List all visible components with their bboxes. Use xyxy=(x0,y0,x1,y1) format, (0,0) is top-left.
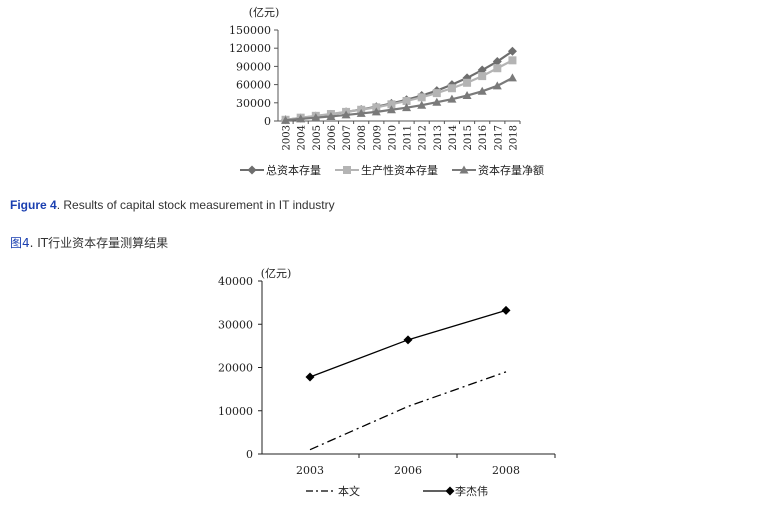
chart1-series-2-point xyxy=(356,108,366,117)
chart1-x-tick-label: 2013 xyxy=(433,125,444,150)
chart1-x-tick-label: 2007 xyxy=(342,125,353,150)
chart1-series-2-point xyxy=(326,111,336,120)
chart1-legend-0-label: 总资本存量 xyxy=(266,163,321,177)
chart1-series-2-point xyxy=(386,105,396,114)
figure-4-caption: Figure 4. Results of capital stock measu… xyxy=(10,198,335,212)
chart1-legend-2-label: 资本存量净额 xyxy=(478,163,544,177)
chart1-series-1-line xyxy=(285,59,513,121)
chart1-series-2-point xyxy=(402,103,412,112)
chart1-x-tick-label: 2006 xyxy=(327,125,338,150)
chart1-x-tick-label: 2008 xyxy=(357,125,368,150)
chart1-series-1-point xyxy=(402,96,411,105)
chart2-x-tick-label: 2003 xyxy=(296,464,324,477)
chart1-series-1-point xyxy=(387,100,396,109)
chart1-series-1-point xyxy=(493,64,502,73)
chart1-series-2-point xyxy=(417,100,427,109)
chart1-x-tick-label: 2004 xyxy=(297,125,308,150)
chart1-series-2-line xyxy=(285,76,513,122)
chart1-legend-1-marker xyxy=(343,166,351,174)
chart1-x-tick-label: 2017 xyxy=(493,125,504,150)
chart1-series-2-point xyxy=(371,107,381,116)
chart1-legend-0-marker xyxy=(247,165,257,175)
chart1-x-tick-label: 2012 xyxy=(418,125,429,150)
chart1-series-1-point xyxy=(478,72,487,81)
chart2-y-tick-label: 0 xyxy=(246,448,253,461)
chart1-x-tick-label: 2003 xyxy=(282,125,293,150)
chart1-series-2-point xyxy=(492,81,502,90)
chart2-legend-1-marker xyxy=(445,486,455,496)
chart1-x-tick-label: 2018 xyxy=(508,125,519,150)
chart1-series-2-point xyxy=(341,110,351,119)
chart2-y-tick-label: 30000 xyxy=(218,318,253,331)
chart1-series-0-point xyxy=(507,46,517,56)
chart1-series-2-point xyxy=(296,114,306,123)
chart1-y-axis-label: (亿元) xyxy=(249,6,280,19)
chart2-y-tick-label: 40000 xyxy=(218,275,253,288)
chart1-y-tick-label: 150000 xyxy=(229,24,271,37)
chart1-series-1-point xyxy=(417,93,426,102)
chart2-y-tick-label: 20000 xyxy=(218,362,253,375)
chart1-series-2-point xyxy=(447,94,457,103)
chart1-series-1-point xyxy=(372,103,381,112)
chart2-y-tick-label: 10000 xyxy=(218,405,253,418)
figure-4-label: Figure 4 xyxy=(10,198,57,212)
chart2-legend-0-label: 本文 xyxy=(338,484,360,498)
chart1-series-2-point xyxy=(462,91,472,100)
chart1-y-tick-label: 30000 xyxy=(236,97,271,110)
chart2-x-tick-label: 2008 xyxy=(492,464,520,477)
chart1-series-2-point xyxy=(432,97,442,106)
chart1-y-tick-label: 0 xyxy=(264,115,271,128)
chart1-x-tick-label: 2009 xyxy=(372,125,383,150)
chart1-x-tick-label: 2014 xyxy=(448,125,459,150)
chart1-y-tick-label: 60000 xyxy=(236,79,271,92)
chart1-series-2-point xyxy=(281,115,291,124)
chart1-y-tick-label: 120000 xyxy=(229,42,271,55)
chart1-series-2-point xyxy=(477,86,487,95)
chart1-legend-1-label: 生产性资本存量 xyxy=(361,163,438,177)
chart2-series-1-point xyxy=(403,335,413,345)
figure-4-label-cn: 图4 xyxy=(10,236,30,250)
chart2-series-1-point xyxy=(501,305,511,315)
chart1-y-tick-label: 90000 xyxy=(236,60,271,73)
chart1-x-tick-label: 2011 xyxy=(403,125,414,150)
chart1-series-1-point xyxy=(508,56,517,65)
chart1-series-1-point xyxy=(463,78,472,87)
chart1-x-tick-label: 2016 xyxy=(478,125,489,150)
chart1-series-1-point xyxy=(447,84,456,93)
chart2-x-tick-label: 2006 xyxy=(394,464,422,477)
figure-4-caption-text: . Results of capital stock measurement i… xyxy=(56,198,335,212)
figure-4-caption-cn: 图4. IT行业资本存量测算结果 xyxy=(10,234,168,251)
chart1-x-tick-label: 2015 xyxy=(463,125,474,150)
chart1-series-0-point xyxy=(492,57,502,67)
chart1-series-2-point xyxy=(507,73,517,82)
chart2-series-1-point xyxy=(305,372,315,382)
chart2-y-axis-label: (亿元) xyxy=(261,267,292,280)
chart1-x-tick-label: 2010 xyxy=(387,125,398,150)
chart1-series-1-point xyxy=(432,89,441,98)
chart1-x-tick-label: 2005 xyxy=(312,125,323,150)
chart2-legend-1-label: 李杰伟 xyxy=(455,484,488,498)
chart2-series-0-line xyxy=(309,371,507,451)
chart1-legend-2-marker xyxy=(459,165,469,174)
chart1-series-2-point xyxy=(311,113,321,122)
figure-4-caption-text-cn: . IT行业资本存量测算结果 xyxy=(29,236,169,250)
